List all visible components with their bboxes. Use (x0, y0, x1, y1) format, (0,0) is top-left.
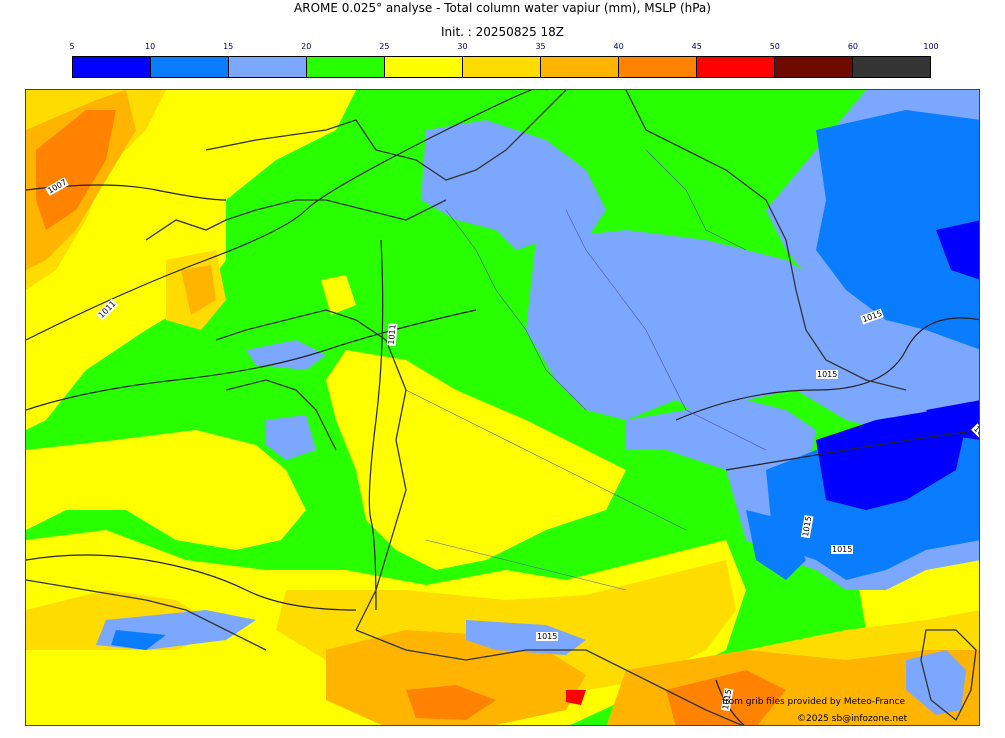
colorbar-tick-label: 35 (535, 42, 546, 51)
colorbar-tick-label: 30 (457, 42, 468, 51)
colorbar-tick-label: 5 (69, 42, 75, 51)
colorbar (72, 56, 931, 78)
colorbar-segment (385, 57, 463, 77)
colorbar-segment (853, 57, 930, 77)
credit-copyright: ©2025 sb@infozone.net (797, 714, 908, 724)
colorbar-segment (541, 57, 619, 77)
colorbar-segment (151, 57, 229, 77)
colorbar-tick-label: 25 (379, 42, 390, 51)
colorbar-tick-label: 60 (847, 42, 858, 51)
map-title: AROME 0.025° analyse - Total column wate… (294, 1, 711, 15)
colorbar-segment (697, 57, 775, 77)
tcwv-40-45-layer (36, 110, 786, 725)
colorbar-tick-label: 20 (301, 42, 312, 51)
country-borders (405, 149, 767, 591)
colorbar-segment (463, 57, 541, 77)
colorbar-segment (775, 57, 853, 77)
map-canvas (26, 90, 979, 725)
colorbar-tick-label: 50 (769, 42, 780, 51)
credit-source: from grib files provided by Meteo-France (722, 697, 906, 707)
isobar-label: 1015 (536, 632, 559, 641)
colorbar-tick-label: 10 (144, 42, 156, 51)
tcwv-5-10-layer (816, 220, 979, 510)
water-vapour-map: 1007 1011 1011 1015 1015 1015 1015 1015 1015 1015 (25, 89, 980, 726)
colorbar-tick-label: 15 (223, 42, 234, 51)
colorbar-segment (619, 57, 697, 77)
colorbar-segment (229, 57, 307, 77)
colorbar-segment (73, 57, 151, 77)
colorbar-segment (307, 57, 385, 77)
isobar-label: 1015 (816, 370, 839, 379)
colorbar-tick-label: 100 (923, 42, 939, 51)
coastlines (26, 90, 977, 725)
colorbar-tick-label: 45 (691, 42, 702, 51)
init-time: Init. : 20250825 18Z (440, 25, 565, 39)
colorbar-tick-label: 40 (613, 42, 624, 51)
isobar-label: 1015 (831, 545, 854, 554)
isobar-label: 1011 (386, 322, 398, 347)
